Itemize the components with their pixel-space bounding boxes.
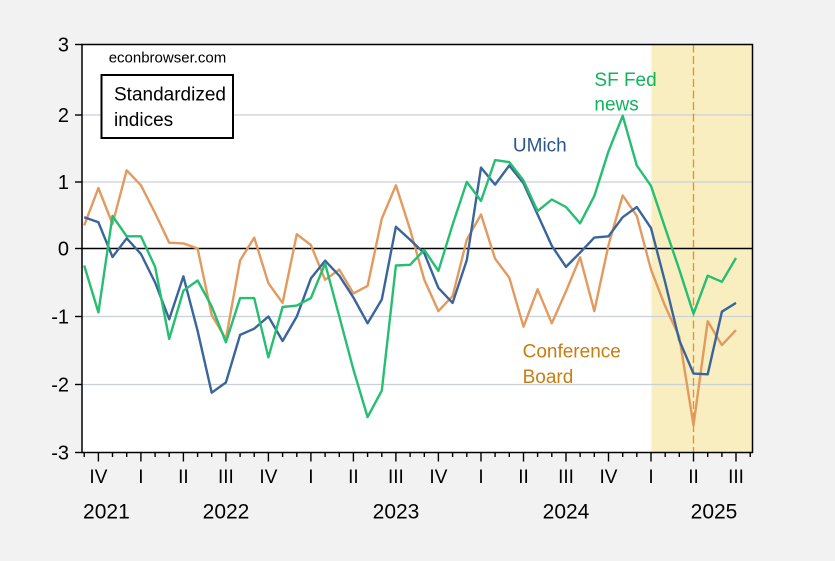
svg-text:Standardized: Standardized: [114, 85, 226, 106]
svg-text:2021: 2021: [83, 501, 130, 524]
svg-text:0: 0: [58, 239, 69, 261]
svg-text:-1: -1: [51, 307, 69, 329]
svg-text:I: I: [308, 467, 313, 488]
svg-text:2022: 2022: [203, 501, 250, 524]
svg-text:II: II: [688, 467, 699, 488]
svg-text:2025: 2025: [691, 501, 738, 524]
svg-text:econbrowser.com: econbrowser.com: [109, 50, 227, 67]
svg-text:-2: -2: [51, 375, 69, 397]
svg-text:IV: IV: [600, 467, 618, 488]
svg-text:III: III: [558, 467, 574, 488]
svg-text:Board: Board: [523, 367, 574, 388]
svg-text:2024: 2024: [543, 501, 590, 524]
svg-text:II: II: [178, 467, 189, 488]
svg-text:1: 1: [58, 172, 69, 194]
svg-text:III: III: [218, 467, 234, 488]
svg-text:3: 3: [58, 34, 69, 56]
svg-text:III: III: [728, 467, 744, 488]
svg-text:I: I: [478, 467, 483, 488]
svg-text:I: I: [648, 467, 653, 488]
svg-text:II: II: [518, 467, 529, 488]
svg-text:II: II: [348, 467, 359, 488]
svg-text:IV: IV: [259, 467, 277, 488]
svg-text:I: I: [138, 467, 143, 488]
svg-text:2: 2: [58, 105, 69, 127]
svg-text:IV: IV: [429, 467, 447, 488]
svg-text:Conference: Conference: [523, 342, 621, 363]
svg-text:SF Fed: SF Fed: [594, 70, 656, 91]
svg-text:UMich: UMich: [513, 136, 567, 157]
svg-text:news: news: [594, 95, 638, 116]
svg-text:IV: IV: [89, 467, 107, 488]
svg-text:III: III: [388, 467, 404, 488]
svg-text:-3: -3: [51, 443, 69, 465]
svg-text:indices: indices: [114, 110, 173, 131]
svg-text:2023: 2023: [373, 501, 420, 524]
